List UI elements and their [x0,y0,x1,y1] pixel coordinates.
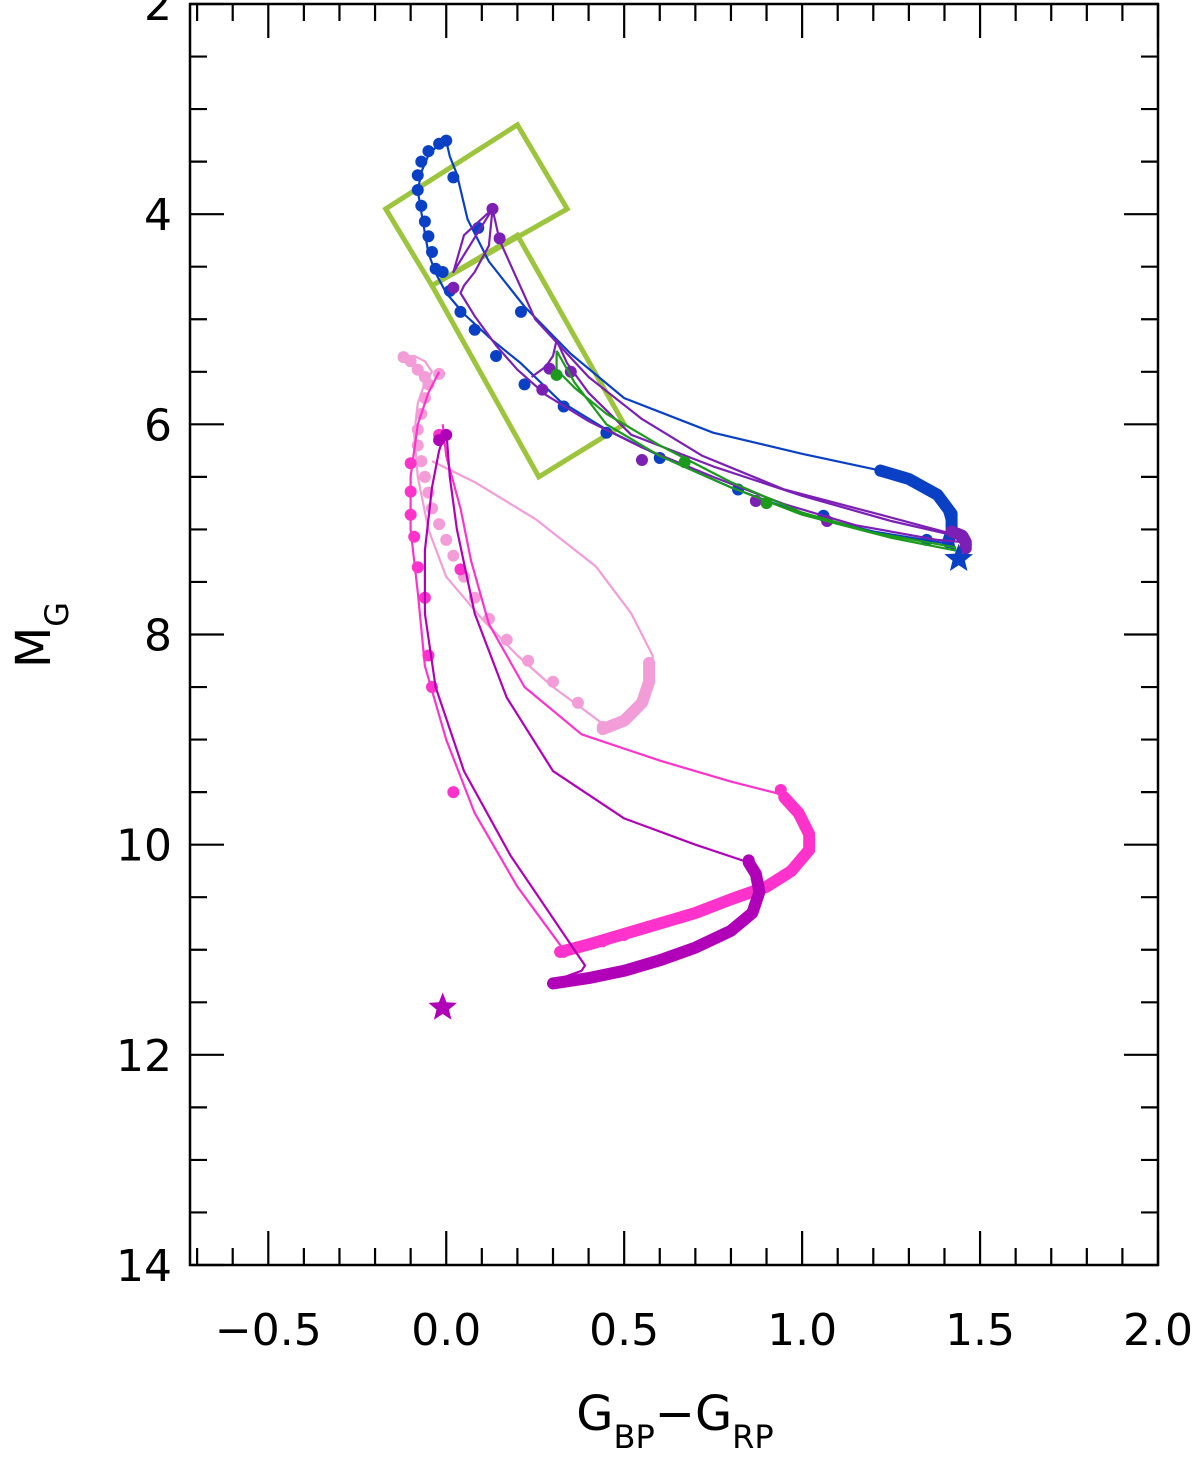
track-pink-point [404,485,417,498]
track-purple-thick-segment [945,525,972,555]
track-green-point [550,368,563,381]
x-tick-label: 0.5 [589,1305,659,1356]
track-magenta-line [423,429,761,983]
track-pink-thick-segment [554,791,816,958]
y-tick-label: 6 [144,400,172,451]
plot-frame [188,2,1160,1267]
y-tick-label: 2 [144,0,172,31]
y-tick-label: 10 [116,821,172,872]
track-purple-point [447,281,460,294]
track-light-pink-point [418,470,431,483]
track-pink-point [619,931,630,942]
track-pink-point [597,937,608,948]
track-blue-point [415,155,428,168]
track-pink [404,371,816,958]
track-light-pink-point [415,455,428,468]
track-pink-point [404,508,417,521]
track-green-point [760,497,773,510]
track-pink-point [576,942,587,953]
track-light-pink-point [522,654,535,667]
track-blue-point [433,137,446,150]
track-light-pink-point [433,518,446,531]
y-tick-label: 12 [116,1031,172,1082]
track-light-pink-point [447,549,460,562]
track-purple-line-2 [452,207,956,536]
track-green-point [678,456,691,469]
track-pink-point [661,916,672,927]
track-green-line [555,350,957,552]
svg-text:MG: MG [6,602,76,668]
track-blue-point [411,169,424,182]
track-light-pink-point [547,675,559,688]
x-tick-label: 1.0 [767,1305,837,1356]
track-magenta-point [562,976,573,987]
track-pink-point [454,563,467,576]
track-magenta-point [548,979,558,990]
track-blue-point [490,350,503,363]
track-purple [447,202,972,555]
track-blue-point [600,426,613,439]
track-purple-point [536,383,549,396]
track-blue-point [454,305,467,318]
track-blue-point [415,199,428,212]
x-tick-label: 0.0 [411,1305,481,1356]
track-magenta-point [590,972,601,983]
track-pink-point [411,561,424,574]
track-blue-line [416,139,957,552]
y-tick-label: 4 [144,190,172,241]
star-markers [428,543,973,1020]
track-pink-point [408,530,421,543]
track-light-pink-point [440,533,453,546]
track-blue-point [468,323,481,336]
track-purple-point [493,232,506,245]
track-pink-point [404,457,417,470]
track-pink-point [447,786,460,799]
upper-box [382,121,571,289]
track-light-pink-thick-segment [596,656,656,736]
track-pink-point [558,947,569,958]
track-magenta-point [742,854,755,867]
track-blue-point [874,464,887,477]
track-pink-point [640,923,651,934]
track-light-pink-point [571,696,584,709]
y-tick-label: 8 [144,611,172,662]
lower-box [428,231,628,481]
track-magenta-point [433,434,446,447]
x-tick-label: −0.5 [215,1305,322,1356]
track-blue-point [447,171,460,184]
track-blue-point [422,145,435,158]
axis-ticks [190,2,1160,1267]
track-blue-point [422,230,435,243]
track-blue-point [418,215,431,228]
track-blue-point [518,378,531,391]
track-pink-point [774,784,787,797]
x-tick-label: 1.5 [945,1305,1015,1356]
track-purple-point [635,454,648,467]
track-purple-point [486,202,499,215]
track-magenta [423,428,766,990]
track-purple-line [459,208,967,552]
track-blue-point [514,305,527,318]
y-axis-label: MG [6,602,76,668]
track-light-pink-point [500,633,513,646]
star-blue [944,543,973,571]
x-axis-label: GBP−GRP [576,1386,773,1456]
track-blue-point [426,245,438,258]
track-light-pink-point [404,355,417,368]
star-magenta [428,992,457,1020]
track-blue-point [411,183,424,196]
track-light-pink-point [596,720,609,733]
y-tick-label: 14 [116,1241,172,1292]
evolutionary-tracks [397,134,972,990]
track-green [550,350,957,552]
tick-labels: −0.5 0.0 0.5 1.0 1.5 2.0 2 4 6 8 10 12 14 [116,0,1193,1356]
track-pink-point [679,911,690,922]
x-tick-label: 2.0 [1123,1305,1193,1356]
track-blue-point [436,265,449,278]
track-magenta-point [576,974,587,985]
track-magenta-point [604,968,615,979]
track-light-pink-point [426,502,438,515]
